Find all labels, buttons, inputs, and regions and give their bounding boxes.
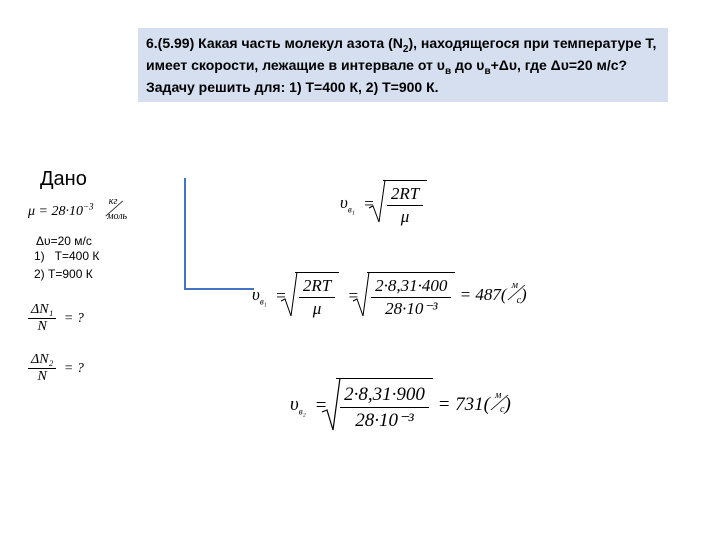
- formula-vb1-calc: υв₁ = 2RT μ = 2·8,31·400 28·10⁻³ = 487(м…: [252, 272, 527, 320]
- den-calc1: 28·10⁻³: [371, 298, 451, 320]
- q2-den: N: [28, 369, 56, 385]
- formula-vb2-calc: υв₂ = 2·8,31·900 28·10⁻³ = 731(м╱с): [290, 378, 511, 433]
- v-sym: υ: [340, 193, 348, 212]
- radical-1: [369, 180, 385, 222]
- problem-line1c: до υ: [451, 57, 484, 73]
- mu-unit: кг ╱ моль: [99, 197, 127, 221]
- sqrt3: 2·8,31·900 28·10⁻³: [336, 378, 433, 433]
- unit2: м╱с: [492, 391, 504, 415]
- q1-eq: = ?: [60, 311, 83, 326]
- num-2rt-2: 2RT: [299, 275, 335, 298]
- num-calc1: 2·8,31·400: [371, 275, 451, 298]
- sub-b1b: в₁: [260, 296, 267, 306]
- given-block: μ = 28·10−3 кг ╱ моль Δυ=20 м/с 1) Т=400…: [28, 200, 183, 282]
- problem-line1d: +Δυ, где Δυ=20 м/с?: [491, 57, 627, 73]
- res2: = 731(: [438, 394, 490, 415]
- q1-den: N: [28, 319, 56, 335]
- sqrt2b: 2·8,31·400 28·10⁻³: [367, 272, 455, 320]
- sub-b1: в₁: [348, 204, 355, 214]
- unit1: м╱с: [509, 281, 521, 305]
- frac-calc1: 2·8,31·400 28·10⁻³: [371, 275, 451, 320]
- question-1: ΔN₁ N = ?: [28, 302, 88, 335]
- num-calc2: 2·8,31·900: [340, 383, 429, 408]
- frac-2rt-mu: 2RT μ: [387, 183, 423, 228]
- dv-line: Δυ=20 м/с: [28, 234, 183, 250]
- radicand1: 2RT μ: [383, 180, 427, 228]
- mu-line: μ = 28·10−3 кг ╱ моль: [28, 200, 183, 224]
- q2-num: ΔN₂: [28, 352, 56, 369]
- sqrt1: 2RT μ: [383, 180, 427, 228]
- sub-b2: в₂: [299, 407, 306, 417]
- problem-line2: Задачу решить для: 1) Т=400 К, 2) Т=900 …: [146, 79, 439, 95]
- den-mu: μ: [387, 206, 423, 228]
- num-2rt: 2RT: [387, 183, 423, 206]
- problem-line1a: 6.(5.99) Какая часть молекул азота (N: [146, 35, 403, 51]
- radicand2b: 2·8,31·400 28·10⁻³: [367, 272, 455, 320]
- res1: = 487(: [460, 285, 507, 304]
- radical-2a: [281, 272, 297, 316]
- radicand2a: 2RT μ: [295, 272, 339, 320]
- q1-frac: ΔN₁ N: [28, 302, 56, 335]
- radical-2b: [353, 272, 369, 316]
- q2-eq: = ?: [60, 361, 83, 376]
- divider-line: [184, 178, 186, 290]
- v-sym2: υ: [252, 285, 260, 304]
- q1-num: ΔN₁: [28, 302, 56, 319]
- radical-3: [322, 378, 340, 430]
- mu-exp: −3: [83, 201, 94, 211]
- frac-calc2: 2·8,31·900 28·10⁻³: [340, 383, 429, 433]
- mu-coef: μ = 28·10: [28, 204, 83, 219]
- mu-unit-slash: ╱: [97, 203, 129, 215]
- q2-frac: ΔN₂ N: [28, 352, 56, 385]
- question-2: ΔN₂ N = ?: [28, 352, 88, 385]
- problem-statement: 6.(5.99) Какая часть молекул азота (N2),…: [138, 28, 668, 102]
- den-mu-2: μ: [299, 298, 335, 320]
- cond-list: 1) Т=400 К 2) Т=900 К: [28, 249, 183, 282]
- formula-vb1-def: υв₁ = 2RT μ: [340, 180, 427, 228]
- den-calc2: 28·10⁻³: [340, 408, 429, 433]
- radicand3: 2·8,31·900 28·10⁻³: [336, 378, 433, 433]
- frac-2rt-mu-2: 2RT μ: [299, 275, 335, 320]
- given-title: Дано: [40, 168, 87, 191]
- cond2: 2) Т=900 К: [34, 267, 183, 283]
- cond1: 1) Т=400 К: [34, 249, 183, 265]
- sqrt2a: 2RT μ: [295, 272, 339, 320]
- v-sym3: υ: [290, 394, 299, 415]
